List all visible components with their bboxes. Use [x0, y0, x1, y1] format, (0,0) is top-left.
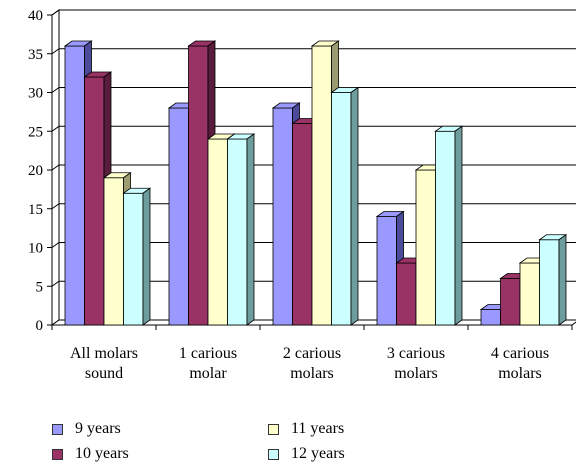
legend-swatch-10-years — [52, 448, 63, 460]
legend-label-12-years: 12 years — [291, 445, 345, 462]
bar — [226, 133, 256, 326]
legend-swatch-9-years — [52, 423, 63, 435]
bar-side — [454, 125, 463, 326]
x-tick-label: molars — [394, 365, 438, 382]
legend-label-10-years: 10 years — [75, 445, 129, 462]
bar-side — [246, 133, 255, 326]
bar — [122, 187, 152, 326]
y-tick-label: 30 — [28, 86, 43, 102]
legend-label-11-years: 11 years — [291, 420, 345, 437]
gridline-side — [51, 164, 60, 171]
x-tick-label: 1 carious — [179, 345, 237, 362]
legend-label-9-years: 9 years — [75, 420, 121, 437]
bar-side — [558, 233, 567, 326]
bar-side — [350, 86, 359, 326]
gridline-side — [51, 280, 60, 287]
gridline-side — [51, 242, 60, 248]
gridline-side — [51, 203, 60, 210]
x-tick-label: molar — [189, 365, 227, 382]
x-tick-label: 4 carious — [491, 345, 549, 362]
bars — [63, 40, 568, 326]
y-tick-label: 40 — [28, 8, 43, 24]
y-tick-label: 5 — [36, 279, 44, 295]
x-tick-label: 2 carious — [283, 345, 341, 362]
x-tick-label: molars — [498, 365, 542, 382]
legend-swatch-11-years — [268, 423, 279, 435]
legend-item-11-years: 11 years — [268, 420, 344, 438]
x-tick-label: molars — [290, 365, 334, 382]
x-tick-label: All molars — [70, 345, 138, 362]
gridline-side — [51, 125, 60, 132]
gridline-side — [51, 87, 60, 93]
axis-labels: 0 5 10 15 20 25 30 35 40 All molars sound 1 carious… — [28, 8, 549, 382]
bar-chart: 0 5 10 15 20 25 30 35 40 All molars sound 1 carious… — [28, 8, 576, 382]
y-tick-label: 20 — [28, 163, 43, 179]
bar-side — [142, 187, 151, 326]
gridline-side — [51, 9, 60, 16]
x-tick-label: sound — [85, 365, 123, 382]
y-tick-label: 10 — [28, 241, 43, 257]
gridline-side — [51, 48, 60, 55]
legend-item-9-years: 9 years — [52, 420, 121, 438]
y-tick-label: 15 — [28, 202, 43, 218]
y-tick-label: 35 — [28, 47, 43, 63]
legend-item-12-years: 12 years — [268, 445, 345, 463]
legend-item-10-years: 10 years — [52, 445, 129, 463]
legend-swatch-12-years — [268, 448, 279, 460]
y-tick-label: 25 — [28, 124, 43, 140]
bar — [330, 86, 360, 326]
bar — [434, 125, 464, 326]
x-tick-label: 3 carious — [387, 345, 445, 362]
y-tick-label: 0 — [36, 318, 44, 334]
bar — [538, 233, 568, 326]
